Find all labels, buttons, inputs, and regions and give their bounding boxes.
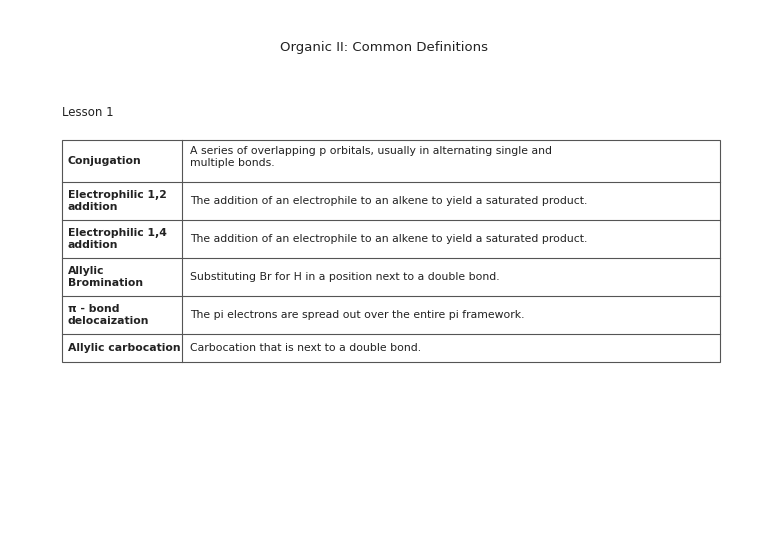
Bar xyxy=(62,140,720,362)
Text: A series of overlapping p orbitals, usually in alternating single and
multiple b: A series of overlapping p orbitals, usua… xyxy=(190,146,552,169)
Text: Electrophilic 1,2
addition: Electrophilic 1,2 addition xyxy=(68,190,167,212)
Text: The addition of an electrophile to an alkene to yield a saturated product.: The addition of an electrophile to an al… xyxy=(190,234,588,244)
Text: Organic II: Common Definitions: Organic II: Common Definitions xyxy=(280,42,488,55)
Text: Allylic
Bromination: Allylic Bromination xyxy=(68,266,143,288)
Text: Electrophilic 1,4
addition: Electrophilic 1,4 addition xyxy=(68,228,167,250)
Text: Lesson 1: Lesson 1 xyxy=(62,106,114,119)
Text: Conjugation: Conjugation xyxy=(68,156,142,166)
Text: Allylic carbocation: Allylic carbocation xyxy=(68,343,180,353)
Text: The pi electrons are spread out over the entire pi framework.: The pi electrons are spread out over the… xyxy=(190,310,525,320)
Text: The addition of an electrophile to an alkene to yield a saturated product.: The addition of an electrophile to an al… xyxy=(190,196,588,206)
Text: Substituting Br for H in a position next to a double bond.: Substituting Br for H in a position next… xyxy=(190,272,500,282)
Text: Carbocation that is next to a double bond.: Carbocation that is next to a double bon… xyxy=(190,343,421,353)
Text: π - bond
delocaization: π - bond delocaization xyxy=(68,304,150,326)
